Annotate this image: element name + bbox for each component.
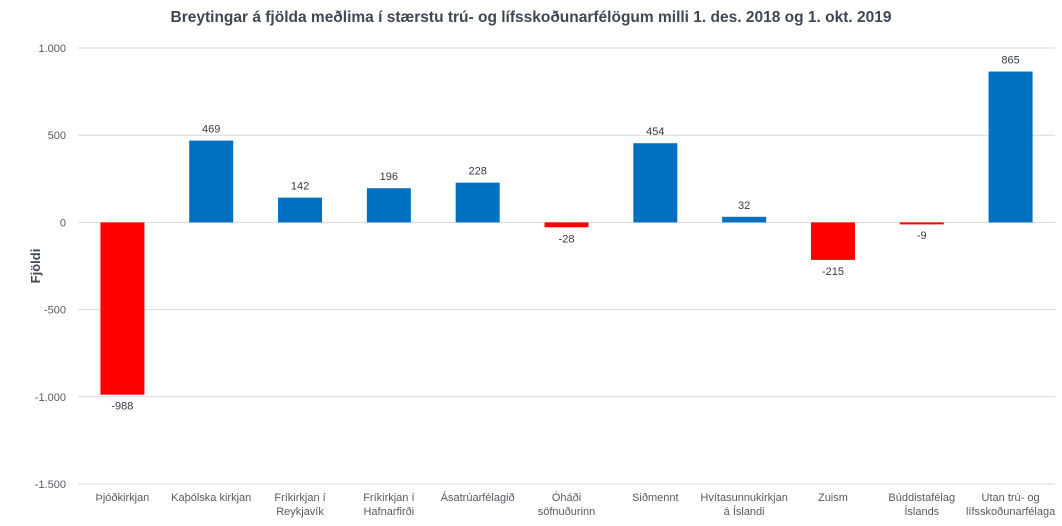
data-label: 142 bbox=[291, 181, 309, 193]
bar bbox=[100, 222, 145, 395]
x-category-label: Hvítasunnukirkjan bbox=[700, 492, 787, 504]
bar bbox=[544, 222, 589, 228]
bar bbox=[810, 222, 855, 260]
x-category-label: Fríkirkjan í bbox=[363, 492, 414, 504]
y-tick-label: -500 bbox=[44, 305, 66, 317]
x-category-label: Fríkirkjan í bbox=[274, 492, 325, 504]
data-label: 32 bbox=[738, 200, 750, 212]
x-category-label: Ásatrúarfélagið bbox=[441, 491, 515, 504]
data-label: 454 bbox=[646, 126, 664, 138]
y-tick-label: 1.000 bbox=[38, 43, 66, 55]
x-category-label: Búddistafélag bbox=[888, 492, 955, 504]
bar bbox=[899, 222, 944, 225]
data-label: 196 bbox=[380, 171, 398, 183]
data-label: 469 bbox=[202, 124, 220, 136]
x-category-label: á Íslandi bbox=[724, 505, 765, 518]
data-label: 865 bbox=[1001, 55, 1019, 67]
x-category-label: lífsskoðunarfélaga bbox=[966, 506, 1056, 518]
bar bbox=[278, 197, 323, 223]
bar bbox=[988, 71, 1033, 223]
y-tick-label: 0 bbox=[60, 217, 66, 229]
data-label: -215 bbox=[822, 266, 844, 278]
x-category-label: Utan trú- og bbox=[982, 492, 1040, 504]
data-label: -988 bbox=[111, 401, 133, 413]
x-category-label: Siðmennt bbox=[632, 492, 678, 504]
x-category-label: Óháði bbox=[552, 491, 581, 504]
x-category-label: Þjóðkirkjan bbox=[96, 492, 150, 504]
x-category-label: Zuism bbox=[818, 492, 848, 504]
bar bbox=[722, 216, 767, 223]
x-category-label: Reykjavík bbox=[276, 506, 324, 518]
y-tick-label: -1.500 bbox=[35, 479, 66, 491]
y-tick-label: 500 bbox=[48, 130, 66, 142]
bar bbox=[366, 188, 411, 223]
x-category-label: Kaþólska kirkjan bbox=[171, 492, 251, 504]
bar bbox=[455, 182, 500, 223]
x-category-label: Hafnarfirði bbox=[363, 506, 414, 518]
y-axis-title: Fjöldi bbox=[28, 249, 43, 284]
x-category-label: Íslands bbox=[904, 505, 939, 518]
y-tick-label: -1.000 bbox=[35, 392, 66, 404]
chart-title: Breytingar á fjölda meðlima í stærstu tr… bbox=[170, 9, 892, 26]
data-label: -28 bbox=[559, 233, 575, 245]
data-label: 228 bbox=[469, 166, 487, 178]
bar bbox=[189, 140, 234, 223]
bar bbox=[633, 143, 678, 223]
data-label: -9 bbox=[917, 230, 927, 242]
x-category-label: söfnuðurinn bbox=[538, 506, 596, 518]
